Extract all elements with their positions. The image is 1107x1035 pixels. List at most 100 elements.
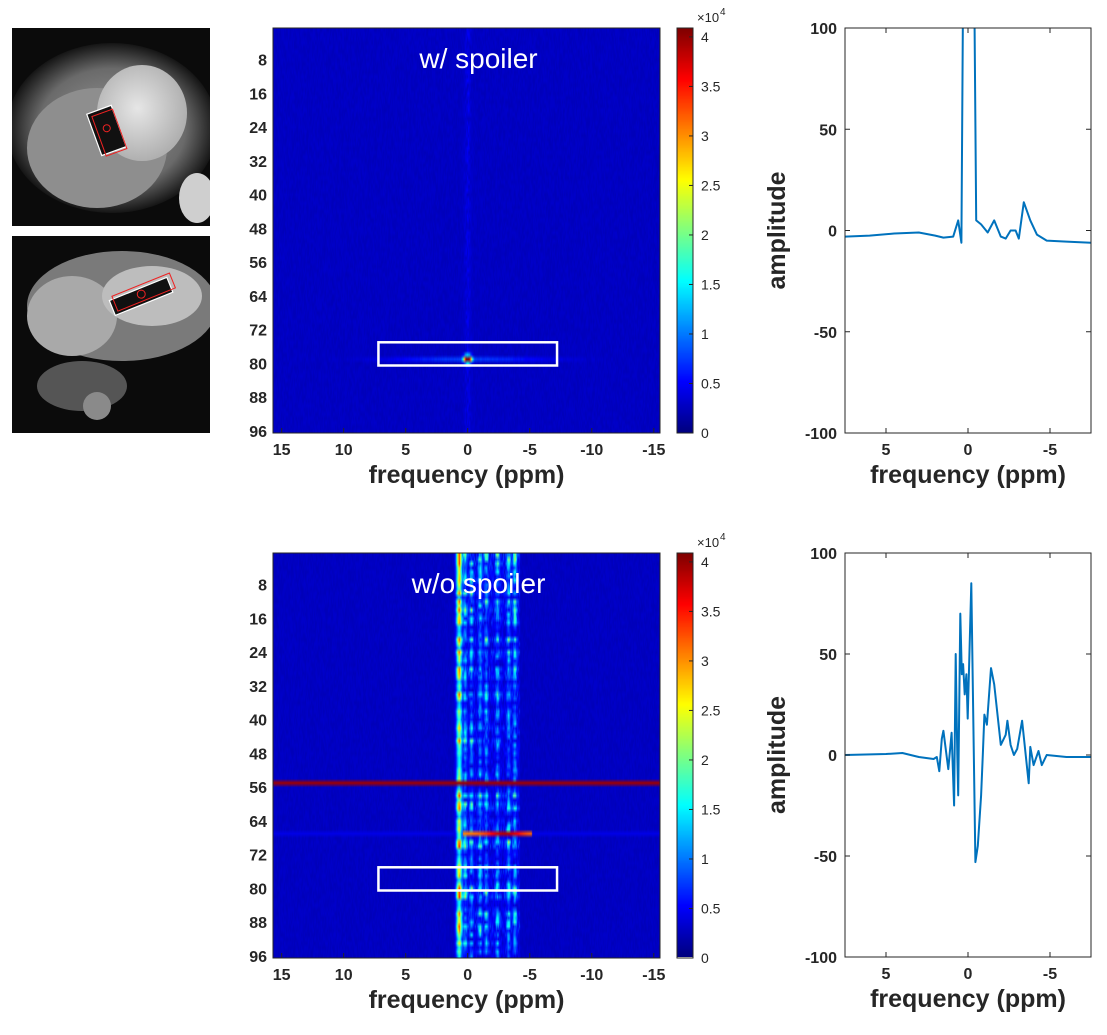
- y-tick-label: 96: [249, 424, 267, 441]
- mri-short-axis-drawing: [12, 43, 210, 223]
- x-tick-label: -5: [523, 442, 537, 459]
- x-tick-label: 0: [463, 967, 472, 984]
- y-tick-label: -100: [805, 950, 837, 967]
- y-tick-label: 80: [249, 356, 267, 373]
- y-tick-label: 0: [828, 224, 837, 241]
- plot-frame: [272, 27, 661, 434]
- x-tick-label: 15: [273, 967, 291, 984]
- y-tick-label: -50: [814, 325, 837, 342]
- colorbar-tick-label: 1: [701, 851, 709, 867]
- colorbar-exponent: 4: [720, 7, 726, 18]
- colorbar-tick-label: 3: [701, 653, 709, 669]
- x-tick-label: 5: [401, 442, 410, 459]
- colorbar-bottom: [677, 553, 693, 957]
- colorbar-tick-label: 3.5: [701, 78, 721, 94]
- y-tick-label: 32: [249, 154, 267, 171]
- y-tick-label: 88: [249, 390, 267, 407]
- y-tick-label: 88: [249, 915, 267, 932]
- x-axis-label: frequency (ppm): [870, 461, 1066, 489]
- x-tick-label: 10: [335, 442, 353, 459]
- y-tick-label: 48: [249, 746, 267, 763]
- x-tick-label: 5: [401, 967, 410, 984]
- x-tick-label: 0: [964, 442, 973, 459]
- panel-title: w/o spoiler: [411, 568, 546, 599]
- y-tick-label: 16: [249, 611, 267, 628]
- y-tick-label: 32: [249, 679, 267, 696]
- colorbar-tick-label: 2: [701, 752, 709, 768]
- colorbar-tick-label: 0.5: [701, 900, 721, 916]
- heatmap-axes-1: 15 10 5 0 -5 -10 -15 8 16 24 32 40 48 56 64 72 80 88 96 fre…: [249, 552, 665, 1014]
- colorbar-tick-label: 0: [701, 425, 709, 441]
- colorbar-multiplier: ×10: [697, 10, 719, 25]
- y-tick-label: 100: [810, 546, 837, 563]
- y-tick-label: 72: [249, 323, 267, 340]
- y-tick-label: 72: [249, 848, 267, 865]
- x-tick-label: 0: [463, 442, 472, 459]
- x-tick-label: 0: [964, 966, 973, 983]
- y-tick-label: -50: [814, 849, 837, 866]
- mri-long-axis-image: [12, 236, 210, 433]
- y-tick-label: 16: [249, 86, 267, 103]
- colorbar-tick-label: 1.5: [701, 801, 721, 817]
- y-tick-label: 0: [828, 748, 837, 765]
- spectrum-line: [845, 582, 1091, 864]
- x-tick-label: 5: [882, 966, 891, 983]
- y-tick-label: 56: [249, 780, 267, 797]
- y-tick-label: 40: [249, 188, 267, 205]
- x-tick-label: -5: [523, 967, 537, 984]
- y-tick-label: 40: [249, 713, 267, 730]
- x-tick-label: -15: [642, 967, 665, 984]
- x-tick-label: -10: [580, 967, 603, 984]
- colorbar-axis-0: 00.511.522.533.54×10 4: [676, 7, 726, 441]
- panel-title: w/ spoiler: [418, 43, 537, 74]
- mri-long-axis-drawing: [27, 251, 210, 420]
- colorbar-axis-1: 00.511.522.533.54×10 4: [676, 532, 726, 966]
- y-tick-label: 24: [249, 120, 267, 137]
- plot-frame: [272, 552, 661, 959]
- y-tick-label: 100: [810, 21, 837, 38]
- colorbar-exponent: 4: [720, 532, 726, 543]
- colorbar-tick-label: 2.5: [701, 702, 721, 718]
- y-tick-label: 8: [258, 578, 267, 595]
- y-tick-label: 64: [249, 289, 267, 306]
- y-tick-label: 50: [819, 647, 837, 664]
- x-tick-label: -5: [1043, 966, 1057, 983]
- x-tick-label: 10: [335, 967, 353, 984]
- x-axis-label: frequency (ppm): [369, 986, 565, 1014]
- colorbar-frame: [676, 552, 694, 959]
- colorbar-tick-label: 1: [701, 326, 709, 342]
- y-tick-label: 80: [249, 881, 267, 898]
- colorbar-tick-label: 2.5: [701, 177, 721, 193]
- plot-frame: [844, 27, 1092, 434]
- y-axis-label: amplitude: [763, 696, 791, 814]
- colorbar-tick-label: 0.5: [701, 375, 721, 391]
- x-axis-label: frequency (ppm): [369, 461, 565, 489]
- x-tick-label: -10: [580, 442, 603, 459]
- colorbar-top: [677, 28, 693, 433]
- mri-short-axis-image: [12, 28, 210, 226]
- colorbar-tick-label: 0: [701, 950, 709, 966]
- colorbar-frame: [676, 27, 694, 434]
- x-tick-label: 15: [273, 442, 291, 459]
- y-tick-label: 24: [249, 645, 267, 662]
- heatmap-axes-0: 15 10 5 0 -5 -10 -15 8 16 24 32 40 48 56 64 72 80 88 96 fre…: [249, 27, 665, 489]
- colorbar-tick-label: 3: [701, 128, 709, 144]
- x-tick-label: -15: [642, 442, 665, 459]
- x-axis-label: frequency (ppm): [870, 985, 1066, 1013]
- y-tick-label: 8: [258, 53, 267, 70]
- colorbar-tick-label: 3.5: [701, 603, 721, 619]
- x-tick-label: 5: [882, 442, 891, 459]
- y-tick-label: -100: [805, 426, 837, 443]
- selection-box: [377, 341, 559, 367]
- y-tick-label: 48: [249, 221, 267, 238]
- colorbar-tick-label: 2: [701, 227, 709, 243]
- colorbar-tick-label: 1.5: [701, 276, 721, 292]
- y-tick-label: 50: [819, 122, 837, 139]
- colorbar-tick-label: 4: [701, 554, 709, 570]
- y-tick-label: 96: [249, 949, 267, 966]
- spectrum-line: [845, 28, 1091, 244]
